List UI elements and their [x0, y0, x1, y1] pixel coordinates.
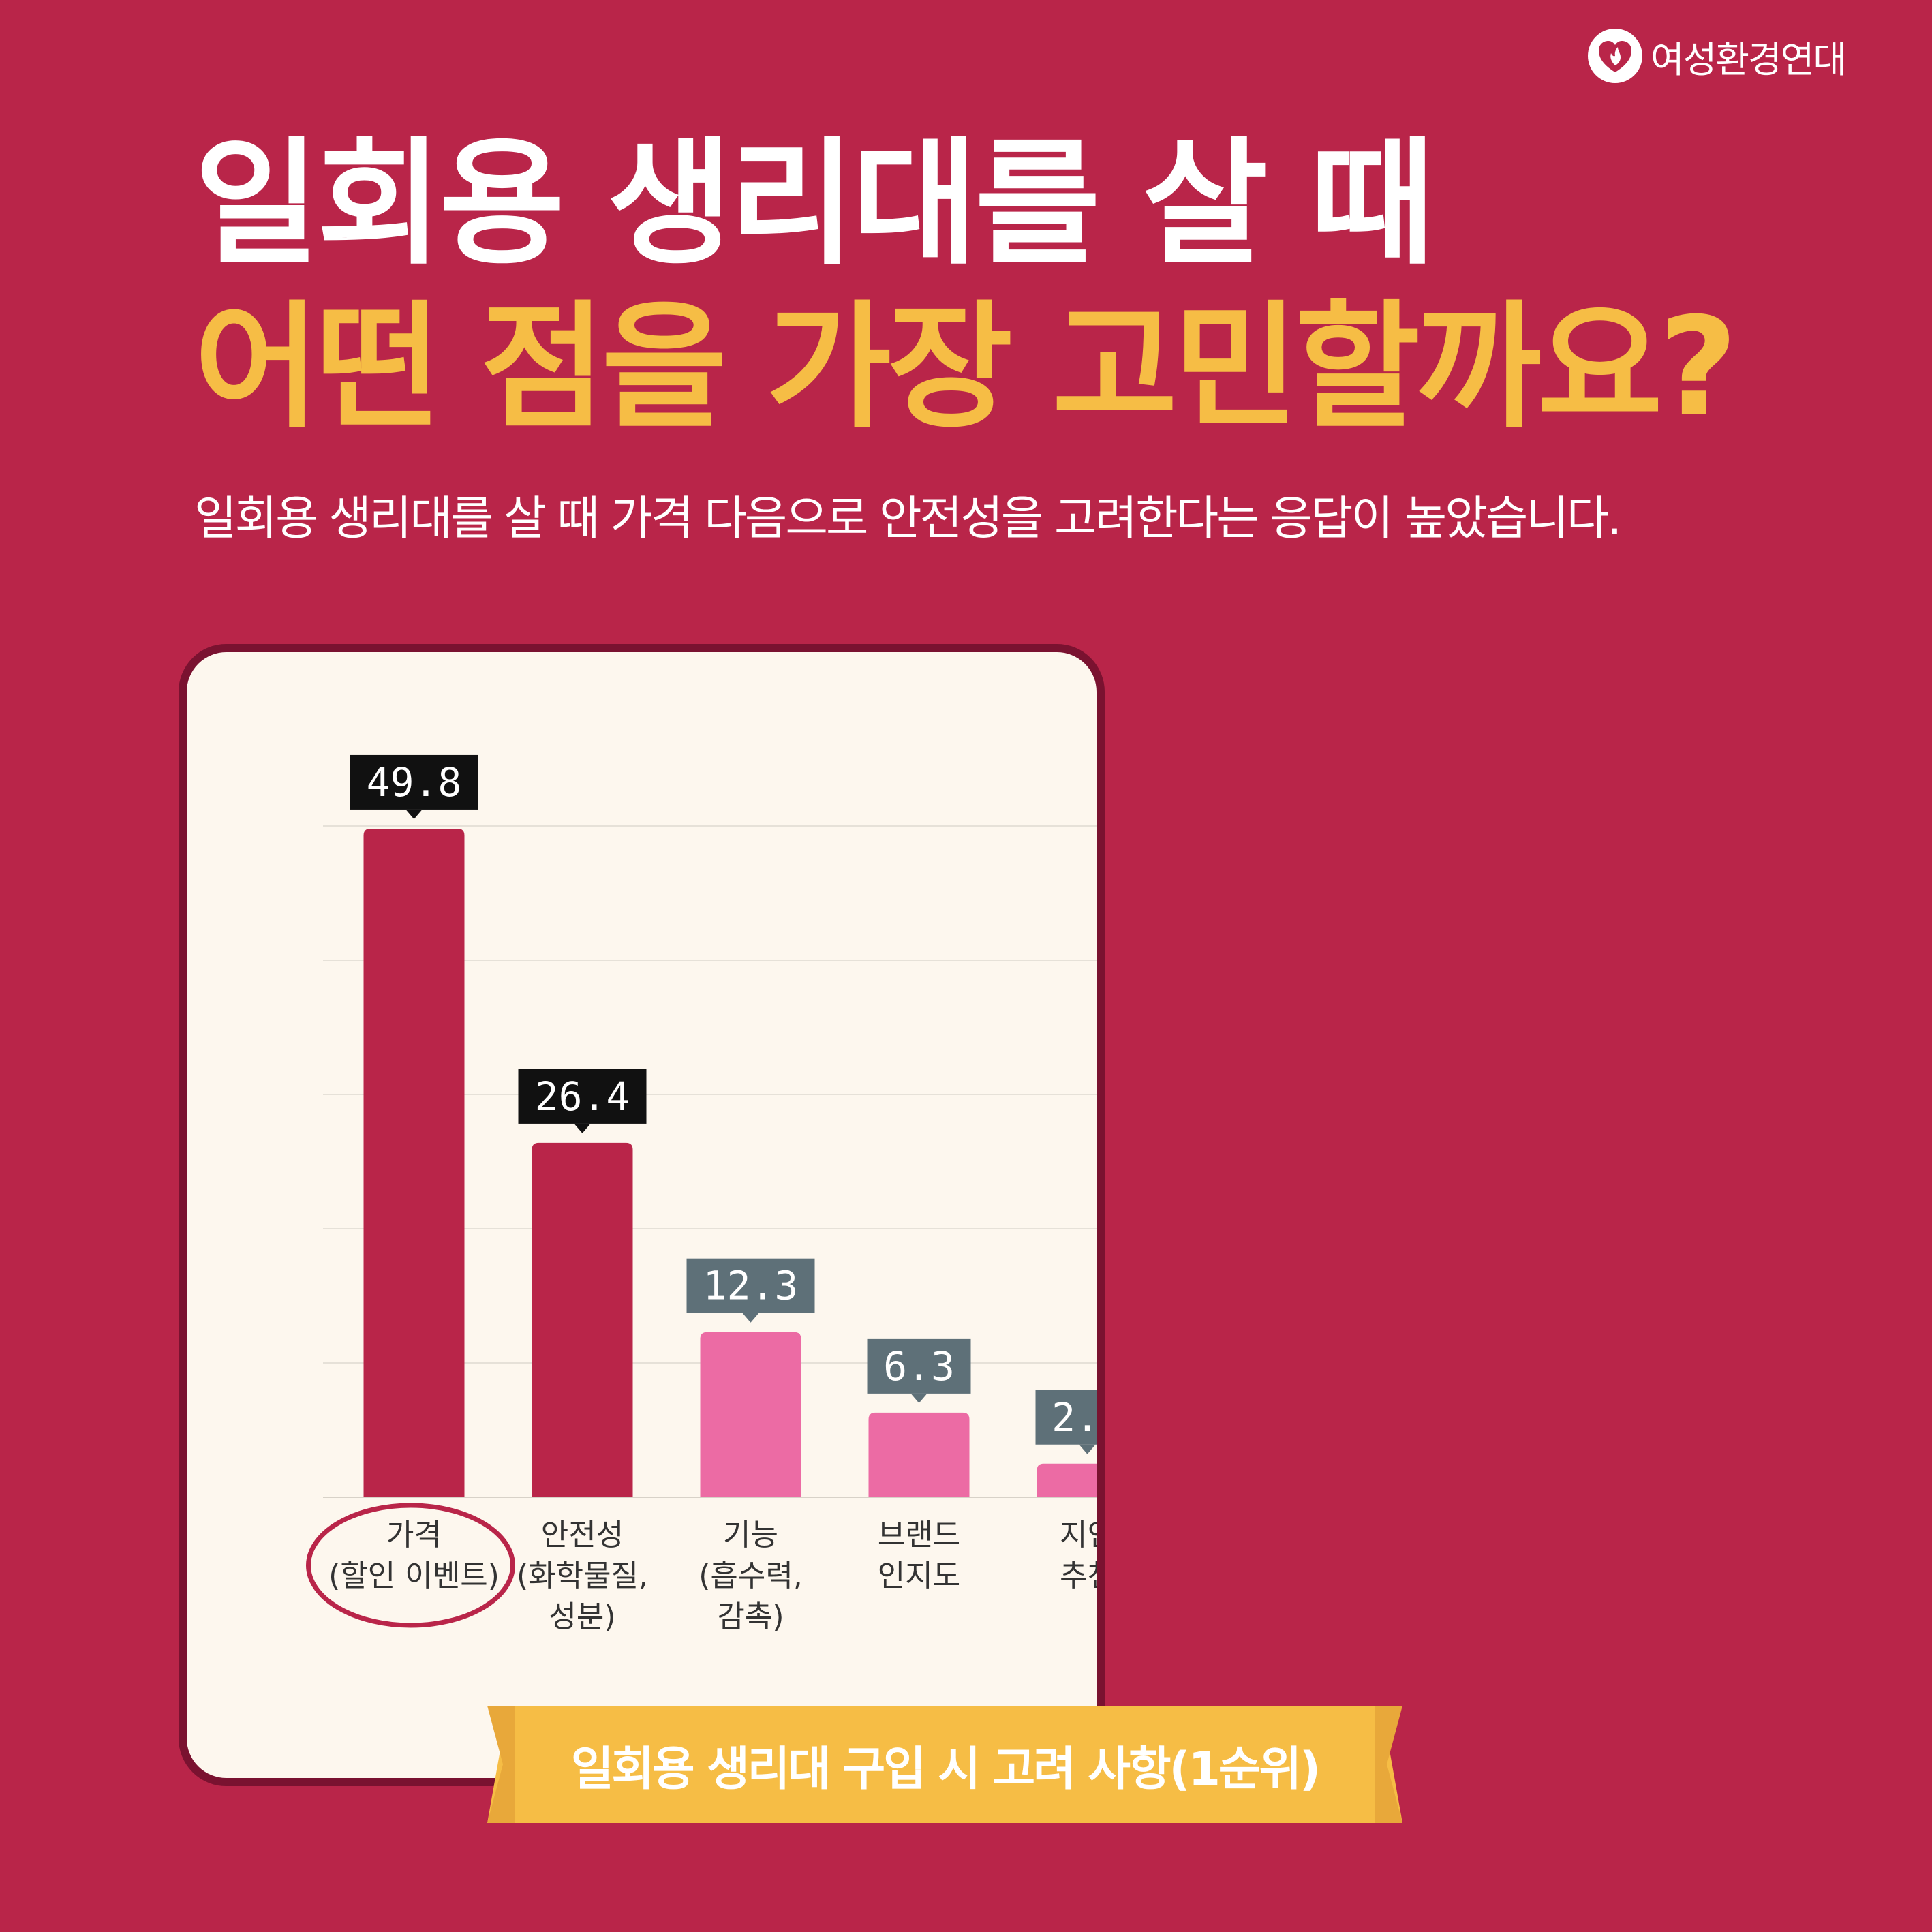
category-label: 브랜드	[878, 1518, 960, 1552]
value-label-box	[686, 1258, 815, 1313]
value-label: 12.3	[703, 1263, 799, 1309]
bar	[700, 1332, 801, 1497]
highlight-circle	[306, 1503, 515, 1628]
value-label-pointer	[910, 1393, 927, 1403]
value-label: 49.8	[367, 759, 462, 806]
bar-chart: 49.8 가격 (할인 이벤트) 26.4 안전성 (화학물질, 성분) 12.3 기능 (흡수력…	[306, 754, 1097, 1634]
value-label: 6.3	[883, 1343, 955, 1390]
bar	[363, 828, 465, 1497]
value-label-box	[867, 1338, 971, 1394]
category-label: (할인 이벤트)	[328, 1559, 500, 1593]
category-label: 지인	[1060, 1518, 1097, 1552]
value-label-pointer	[1079, 1444, 1096, 1454]
headline-line1: 일회용 생리대를 살 때	[194, 125, 1435, 283]
value-label: 2.5	[1052, 1394, 1097, 1441]
chart-title: 일회용 생리대 구입 시 고려 사항(1순위)	[570, 1742, 1321, 1796]
bar	[532, 1142, 633, 1497]
value-label-pointer	[574, 1123, 591, 1133]
chart-card: 49.8 가격 (할인 이벤트) 26.4 안전성 (화학물질, 성분) 12.3 기능 (흡수력…	[179, 644, 1105, 1786]
category-label: 기능	[723, 1518, 778, 1552]
category-label: 안전성	[541, 1518, 624, 1552]
headline-line2: 어떤 점을 가장 고민할까요?	[194, 288, 1738, 447]
category-label: 감촉)	[717, 1599, 784, 1634]
category-label: 성분)	[549, 1599, 615, 1634]
bar	[1037, 1463, 1097, 1497]
value-label-pointer	[405, 809, 423, 819]
value-label-box	[1035, 1390, 1097, 1445]
subtitle: 일회용 생리대를 살 때 가격 다음으로 안전성을 고려한다는 응답이 높았습니…	[194, 492, 1622, 546]
brand-name: 여성환경연대	[1651, 37, 1847, 81]
value-label-box	[518, 1069, 647, 1124]
category-label: 가격	[386, 1518, 442, 1552]
heart-flame-icon	[1588, 29, 1642, 83]
category-label: (흡수력,	[699, 1559, 803, 1593]
value-label-box	[350, 754, 478, 810]
category-label: (화학물질,	[517, 1559, 648, 1593]
value-label-pointer	[742, 1313, 759, 1323]
bar	[868, 1412, 970, 1497]
brand-logo: 여성환경연대	[1588, 29, 1847, 83]
chart-title-ribbon: 일회용 생리대 구입 시 고려 사항(1순위)	[487, 1706, 1402, 1823]
category-label: 추천	[1060, 1559, 1097, 1593]
ribbon-shape	[487, 1706, 1402, 1823]
category-label: 인지도	[878, 1559, 960, 1593]
value-label: 26.4	[535, 1073, 630, 1120]
